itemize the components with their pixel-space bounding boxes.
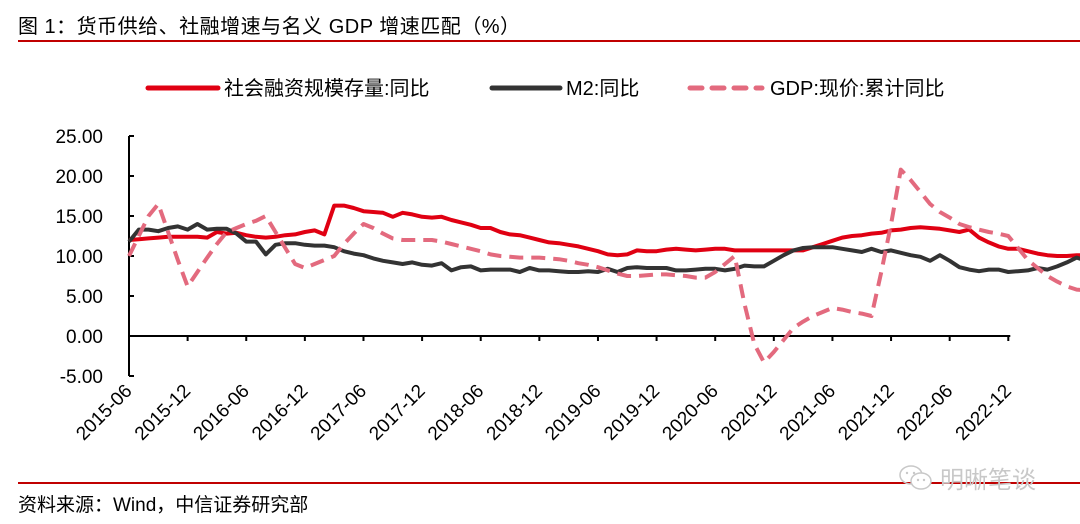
x-tick-label: 2019-12 xyxy=(600,381,664,445)
x-tick-label: 2017-12 xyxy=(365,381,429,445)
series-line-0 xyxy=(128,203,1080,258)
chart-title: 图 1：货币供给、社融增速与名义 GDP 增速匹配（%） xyxy=(18,16,521,38)
x-tick-label: 2016-06 xyxy=(190,381,254,445)
y-tick-label: 0.00 xyxy=(66,327,103,348)
source-divider xyxy=(18,482,1080,484)
x-tick-label: 2018-12 xyxy=(483,381,547,445)
x-tick-label: 2022-06 xyxy=(893,381,957,445)
x-tick-label: 2020-06 xyxy=(659,381,723,445)
legend-label-2: GDP:现价:累计同比 xyxy=(770,77,944,100)
y-tick-label: 15.00 xyxy=(55,207,103,228)
x-tick-label: 2016-12 xyxy=(248,381,312,445)
x-tick-label: 2021-06 xyxy=(776,381,840,445)
x-tick-label: 2022-12 xyxy=(952,381,1016,445)
x-tick-label: 2020-12 xyxy=(717,381,781,445)
x-tick-label: 2018-06 xyxy=(424,381,488,445)
watermark-text: 明晰笔谈 xyxy=(940,467,1036,494)
watermark: 明晰笔谈 xyxy=(898,460,1036,495)
series-group xyxy=(127,167,1080,365)
axes: 25.00 20.00 15.00 10.00 5.00 0.00 -5.002015-06… xyxy=(55,127,1015,445)
x-tick-label: 2019-06 xyxy=(541,381,605,445)
chart: 社会融资规模存量:同比 M2:同比 GDP:现价:累计同比 25.00 20.00 15… xyxy=(55,77,1080,445)
y-tick-label: 5.00 xyxy=(66,287,103,308)
legend: 社会融资规模存量:同比 M2:同比 GDP:现价:累计同比 xyxy=(145,77,944,100)
title-divider xyxy=(18,40,1080,42)
legend-label-0: 社会融资规模存量:同比 xyxy=(224,77,430,100)
wechat-icon xyxy=(898,464,934,492)
x-tick-label: 2017-06 xyxy=(307,381,371,445)
legend-label-1: M2:同比 xyxy=(566,77,639,100)
y-tick-label: 10.00 xyxy=(55,247,103,268)
y-tick-label: 20.00 xyxy=(55,167,103,188)
series-line-2 xyxy=(127,167,1080,365)
x-tick-label: 2015-12 xyxy=(131,381,195,445)
y-tick-label: -5.00 xyxy=(60,367,103,388)
source-note: 资料来源：Wind，中信证券研究部 xyxy=(18,495,309,516)
y-tick-label: 25.00 xyxy=(55,127,103,148)
x-tick-label: 2015-06 xyxy=(72,381,136,445)
series-line-1 xyxy=(127,222,1080,274)
x-tick-label: 2021-12 xyxy=(834,381,898,445)
